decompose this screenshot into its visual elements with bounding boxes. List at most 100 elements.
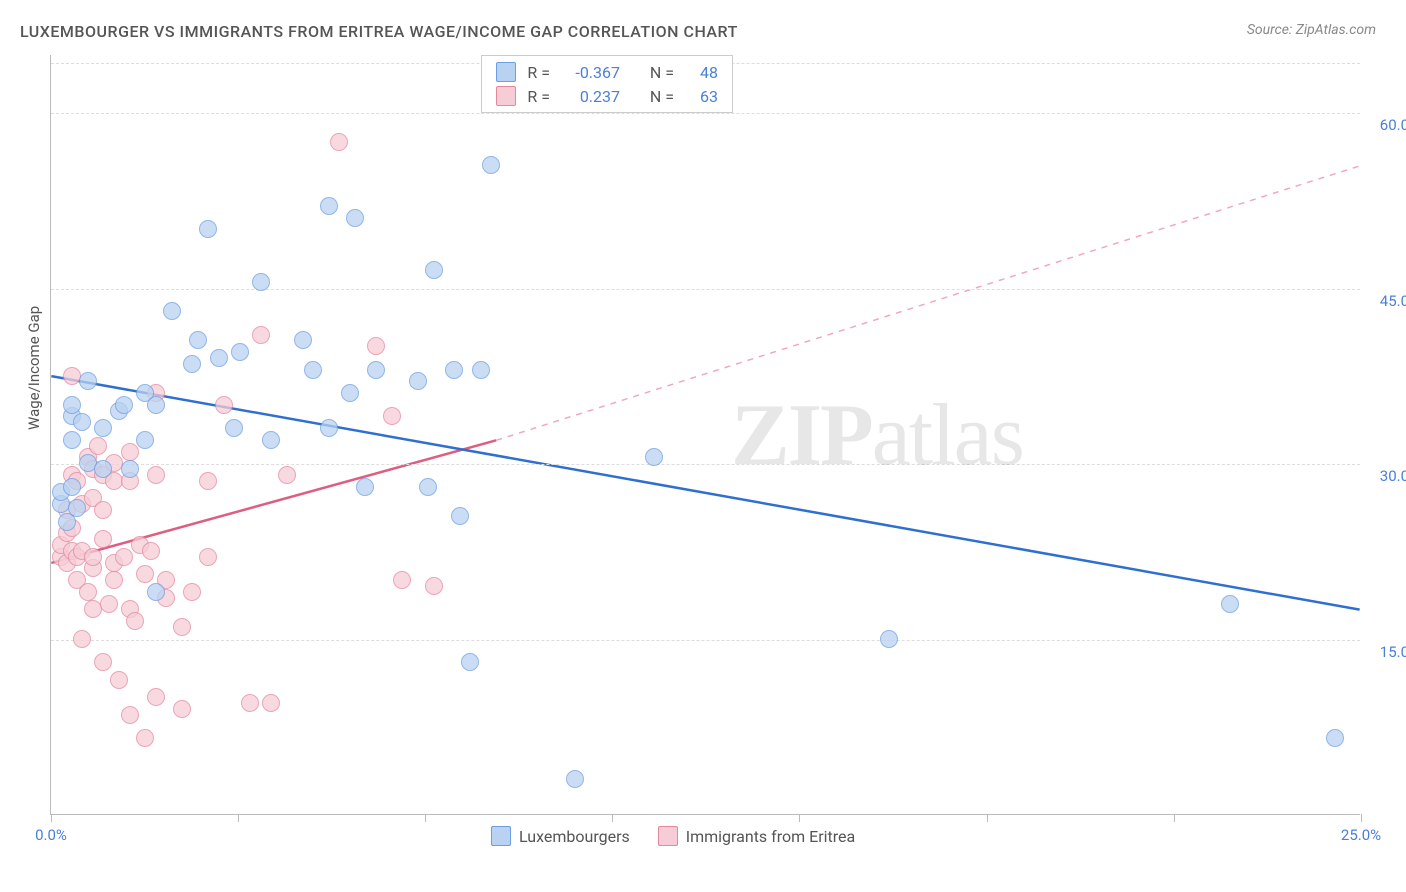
- data-point: [199, 220, 217, 238]
- trend-line: [496, 166, 1359, 440]
- data-point: [461, 653, 479, 671]
- data-point: [136, 431, 154, 449]
- legend-swatch-series-0: [491, 826, 511, 846]
- data-point: [94, 419, 112, 437]
- data-point: [210, 349, 228, 367]
- x-tick-label: 0.0%: [35, 826, 67, 844]
- data-point: [472, 361, 490, 379]
- data-point: [425, 577, 443, 595]
- gridline: [51, 289, 1360, 290]
- n-value-1: 63: [684, 87, 718, 106]
- data-point: [94, 530, 112, 548]
- plot-area: ZIPatlas R = -0.367 N = 48 R = 0.237 N =…: [50, 55, 1360, 815]
- data-point: [252, 273, 270, 291]
- data-point: [63, 396, 81, 414]
- watermark-zip: ZIP: [731, 387, 872, 484]
- data-point: [115, 548, 133, 566]
- y-tick-label: 45.0%: [1365, 292, 1406, 310]
- data-point: [199, 472, 217, 490]
- data-point: [84, 548, 102, 566]
- data-point: [231, 343, 249, 361]
- gridline: [51, 464, 1360, 465]
- data-point: [73, 413, 91, 431]
- r-label: R =: [526, 87, 550, 106]
- legend-swatch-0: [496, 62, 516, 82]
- data-point: [142, 542, 160, 560]
- data-point: [419, 478, 437, 496]
- data-point: [147, 396, 165, 414]
- data-point: [63, 478, 81, 496]
- data-point: [121, 443, 139, 461]
- r-label: R =: [526, 63, 550, 82]
- data-point: [147, 583, 165, 601]
- data-point: [262, 694, 280, 712]
- source-label: Source: ZipAtlas.com: [1247, 22, 1376, 38]
- y-tick-label: 60.0%: [1365, 116, 1406, 134]
- data-point: [94, 460, 112, 478]
- data-point: [100, 595, 118, 613]
- data-point: [346, 209, 364, 227]
- x-tick: [799, 814, 800, 822]
- x-tick: [987, 814, 988, 822]
- y-tick-label: 15.0%: [1365, 643, 1406, 661]
- data-point: [215, 396, 233, 414]
- data-point: [68, 499, 86, 517]
- x-tick: [1361, 814, 1362, 822]
- data-point: [147, 688, 165, 706]
- data-point: [356, 478, 374, 496]
- r-value-0: -0.367: [560, 63, 620, 82]
- data-point: [94, 501, 112, 519]
- n-value-0: 48: [684, 63, 718, 82]
- data-point: [341, 384, 359, 402]
- data-point: [105, 571, 123, 589]
- legend-swatch-1: [496, 86, 516, 106]
- data-point: [63, 431, 81, 449]
- data-point: [278, 466, 296, 484]
- data-point: [367, 337, 385, 355]
- data-point: [199, 548, 217, 566]
- x-tick: [425, 814, 426, 822]
- data-point: [225, 419, 243, 437]
- legend-item-0: Luxembourgers: [491, 826, 630, 846]
- data-point: [121, 706, 139, 724]
- data-point: [880, 630, 898, 648]
- data-point: [136, 565, 154, 583]
- n-label: N =: [638, 63, 674, 82]
- data-point: [383, 407, 401, 425]
- data-point: [94, 653, 112, 671]
- legend-swatch-series-1: [658, 826, 678, 846]
- data-point: [147, 466, 165, 484]
- data-point: [79, 583, 97, 601]
- data-point: [252, 326, 270, 344]
- data-point: [645, 448, 663, 466]
- data-point: [79, 372, 97, 390]
- legend-stats: R = -0.367 N = 48 R = 0.237 N = 63: [481, 55, 733, 113]
- data-point: [183, 355, 201, 373]
- data-point: [173, 700, 191, 718]
- data-point: [320, 419, 338, 437]
- data-point: [89, 437, 107, 455]
- data-point: [163, 302, 181, 320]
- data-point: [121, 460, 139, 478]
- data-point: [1326, 729, 1344, 747]
- legend-label-0: Luxembourgers: [519, 827, 630, 846]
- legend-stats-row-1: R = 0.237 N = 63: [496, 86, 718, 106]
- data-point: [425, 261, 443, 279]
- data-point: [566, 770, 584, 788]
- data-point: [393, 571, 411, 589]
- y-tick-label: 30.0%: [1365, 467, 1406, 485]
- data-point: [115, 396, 133, 414]
- legend-label-1: Immigrants from Eritrea: [686, 827, 855, 846]
- data-point: [241, 694, 259, 712]
- data-point: [189, 331, 207, 349]
- data-point: [1221, 595, 1239, 613]
- r-value-1: 0.237: [560, 87, 620, 106]
- x-tick: [612, 814, 613, 822]
- data-point: [73, 630, 91, 648]
- data-point: [173, 618, 191, 636]
- data-point: [409, 372, 427, 390]
- data-point: [330, 133, 348, 151]
- data-point: [262, 431, 280, 449]
- gridline: [51, 113, 1360, 114]
- y-axis-label: Wage/Income Gap: [25, 306, 43, 430]
